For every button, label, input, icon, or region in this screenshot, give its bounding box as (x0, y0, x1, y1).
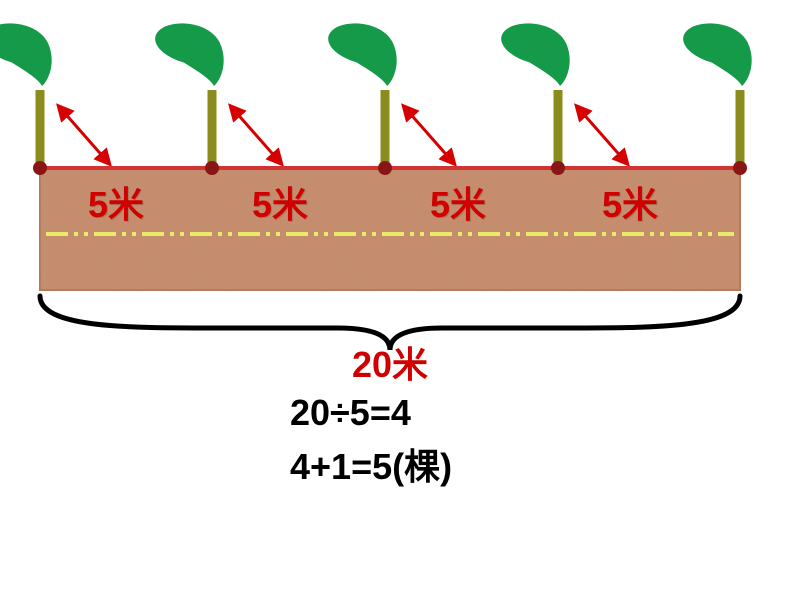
tree-point-icon (33, 161, 47, 175)
tree-icon (501, 23, 570, 168)
spacing-arrow-icon (580, 110, 624, 160)
tree-point-icon (205, 161, 219, 175)
arrows-group (62, 110, 624, 160)
segment-distance-label: 5米 (88, 176, 144, 228)
calculation-line: 20÷5=4 (290, 392, 411, 434)
tree-icon (155, 23, 224, 168)
spacing-arrow-icon (234, 110, 278, 160)
tree-icon (0, 23, 52, 168)
segment-distance-label: 5米 (430, 176, 486, 228)
tree-icon (328, 23, 397, 168)
tree-point-icon (551, 161, 565, 175)
total-distance-label: 20米 (352, 336, 428, 388)
trees-group (0, 23, 752, 168)
diagram-stage: 5米 5米 5米 5米 20米 20÷5=44+1=5(棵) (0, 0, 794, 596)
calculation-line: 4+1=5(棵) (290, 438, 452, 490)
diagram-svg (0, 0, 794, 596)
tree-point-icon (733, 161, 747, 175)
spacing-arrow-icon (407, 110, 451, 160)
spacing-arrow-icon (62, 110, 106, 160)
segment-distance-label: 5米 (602, 176, 658, 228)
tree-icon (683, 23, 752, 168)
tree-point-icon (378, 161, 392, 175)
segment-distance-label: 5米 (252, 176, 308, 228)
